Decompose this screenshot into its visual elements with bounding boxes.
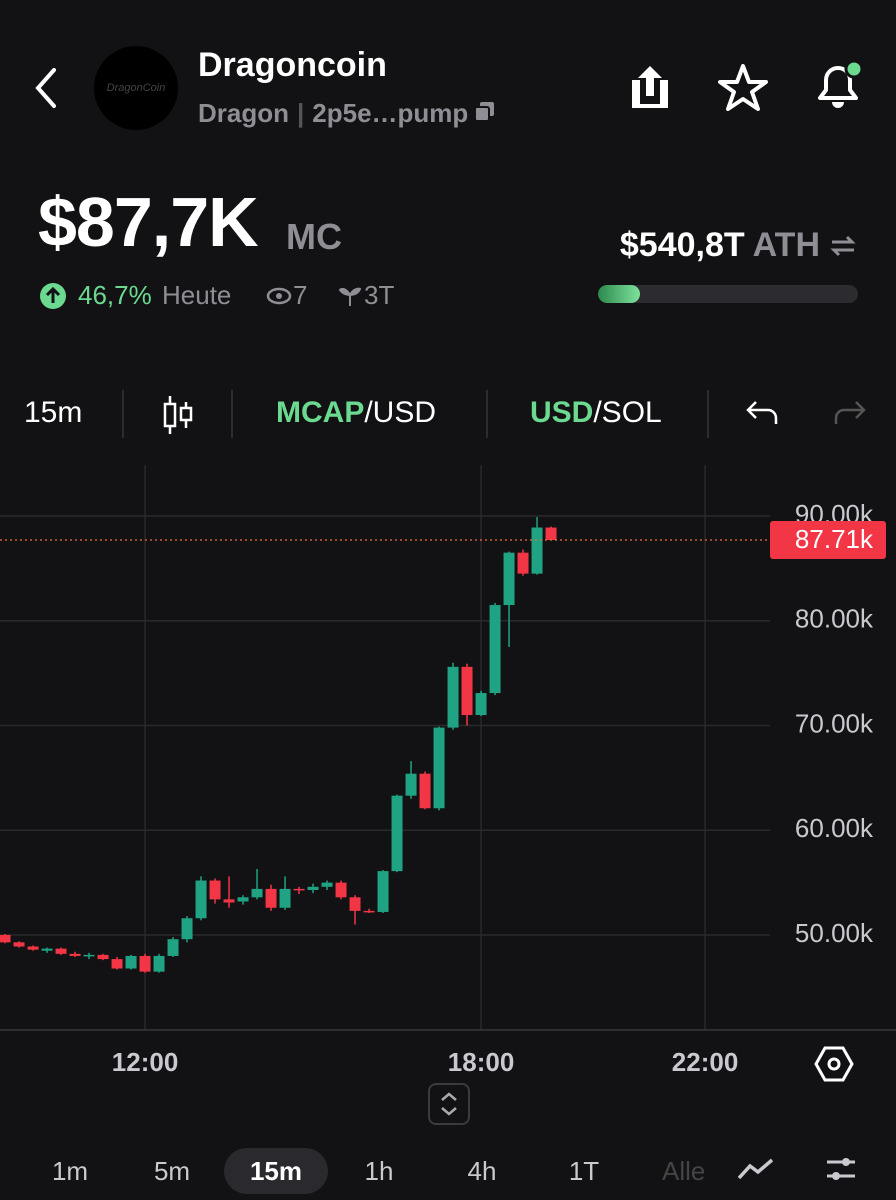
timeframe-button[interactable]: 1T — [568, 1156, 600, 1186]
holders-icon — [338, 287, 362, 306]
indicator-button[interactable] — [824, 1152, 858, 1186]
candle-body — [237, 897, 249, 902]
timeframe-button[interactable]: 1m — [51, 1156, 89, 1186]
candle-body — [195, 880, 207, 919]
share-button[interactable] — [626, 62, 674, 112]
candle-body — [209, 880, 221, 900]
candle-body — [153, 955, 165, 972]
favorite-button[interactable] — [716, 62, 770, 114]
interval-button[interactable]: 15m — [24, 396, 83, 429]
back-button[interactable] — [30, 66, 64, 110]
candle-body — [181, 918, 193, 940]
undo-button[interactable] — [744, 398, 780, 428]
candle-body — [223, 899, 235, 903]
toggle-active: MCAP — [276, 396, 365, 429]
last-price-badge — [770, 520, 886, 559]
candle-body — [69, 953, 81, 956]
candle-body — [461, 666, 473, 716]
candle-body — [433, 727, 445, 809]
candle-body — [475, 693, 487, 716]
x-tick-label: 18:00 — [448, 1047, 515, 1077]
toggle-rest: /SOL — [593, 396, 662, 429]
token-name: Dragoncoin — [198, 46, 387, 84]
candle-body — [545, 527, 557, 540]
timeframe-button[interactable]: 5m — [153, 1156, 191, 1186]
timeframe-button[interactable]: 4h — [467, 1156, 497, 1186]
candle-body — [349, 897, 361, 911]
market-cap-unit: MC — [286, 216, 342, 257]
ath-progress-track — [598, 285, 858, 303]
candle-body — [335, 882, 347, 898]
candle-body — [489, 605, 501, 694]
candle-body — [405, 773, 417, 796]
chart-settings-button[interactable] — [814, 1044, 854, 1084]
ath: $540,8T ATH — [620, 226, 858, 265]
candle-body — [293, 888, 305, 891]
notification-button[interactable] — [808, 54, 868, 114]
change: 46,7% — [78, 280, 152, 310]
chart-toolbar: 15m MCAP/USD USD/SOL — [0, 386, 896, 442]
up-icon — [40, 283, 66, 309]
redo-button[interactable] — [832, 398, 868, 428]
symbol: Dragon — [198, 98, 289, 128]
candle-body — [27, 946, 39, 950]
y-tick-label: 60.00k — [795, 813, 874, 843]
candle-type-button[interactable] — [160, 394, 196, 436]
copy-icon[interactable] — [472, 99, 498, 125]
candle-body — [251, 888, 263, 898]
candle-body — [111, 959, 123, 969]
candle-body — [531, 527, 543, 574]
change-period: Heute — [162, 280, 232, 310]
candle-body — [279, 888, 291, 908]
y-tick-label: 80.00k — [795, 604, 874, 634]
views-icon — [266, 287, 292, 305]
candle-body — [321, 882, 333, 887]
x-tick-label: 12:00 — [112, 1047, 179, 1077]
last-price-label: 87.71k — [795, 524, 874, 554]
x-tick-label: 22:00 — [672, 1047, 739, 1077]
timeframe-button[interactable]: 15m — [224, 1148, 328, 1194]
token-meta: Dragon | 2p5e…pump — [198, 98, 469, 128]
y-tick-label: 70.00k — [795, 708, 874, 738]
candle-body — [83, 954, 95, 957]
candle-body — [419, 773, 431, 809]
candle-body — [307, 886, 319, 890]
candle-body — [41, 948, 53, 951]
toggle-active: USD — [530, 396, 594, 429]
toggle-rest: /USD — [364, 396, 437, 429]
candle-body — [377, 871, 389, 912]
ath-progress-bar — [598, 285, 640, 303]
address[interactable]: 2p5e…pump — [312, 98, 469, 128]
candle-body — [363, 910, 375, 913]
y-tick-label: 50.00k — [795, 918, 874, 948]
holders: 3T — [364, 280, 395, 310]
candle-body — [447, 666, 459, 728]
token-logo: DragonCoin — [94, 46, 178, 130]
line-chart-button[interactable] — [736, 1154, 776, 1184]
candle-body — [265, 888, 277, 908]
candle-body — [125, 955, 137, 969]
timeframe-button[interactable]: Alle — [662, 1156, 706, 1186]
candle-body — [13, 942, 25, 947]
ath-value: $540,8T — [619, 226, 745, 264]
views: 7 — [293, 280, 308, 310]
candle-body — [167, 939, 179, 956]
swap-icon[interactable] — [828, 231, 858, 261]
candle-body — [391, 795, 403, 872]
candle-body — [139, 955, 151, 972]
candle-body — [0, 934, 11, 943]
candle-body — [517, 552, 529, 574]
candle-body — [55, 948, 67, 954]
market-cap: $87,7K — [38, 183, 259, 261]
candle-body — [503, 552, 515, 606]
timeframe-button[interactable]: 1h — [364, 1156, 394, 1186]
currency-toggle[interactable]: USD/SOL — [530, 396, 662, 430]
candle-body — [97, 954, 109, 960]
mcap-toggle[interactable]: MCAP/USD — [276, 396, 436, 430]
expand-button[interactable] — [428, 1083, 470, 1125]
ath-label: ATH — [752, 226, 820, 264]
